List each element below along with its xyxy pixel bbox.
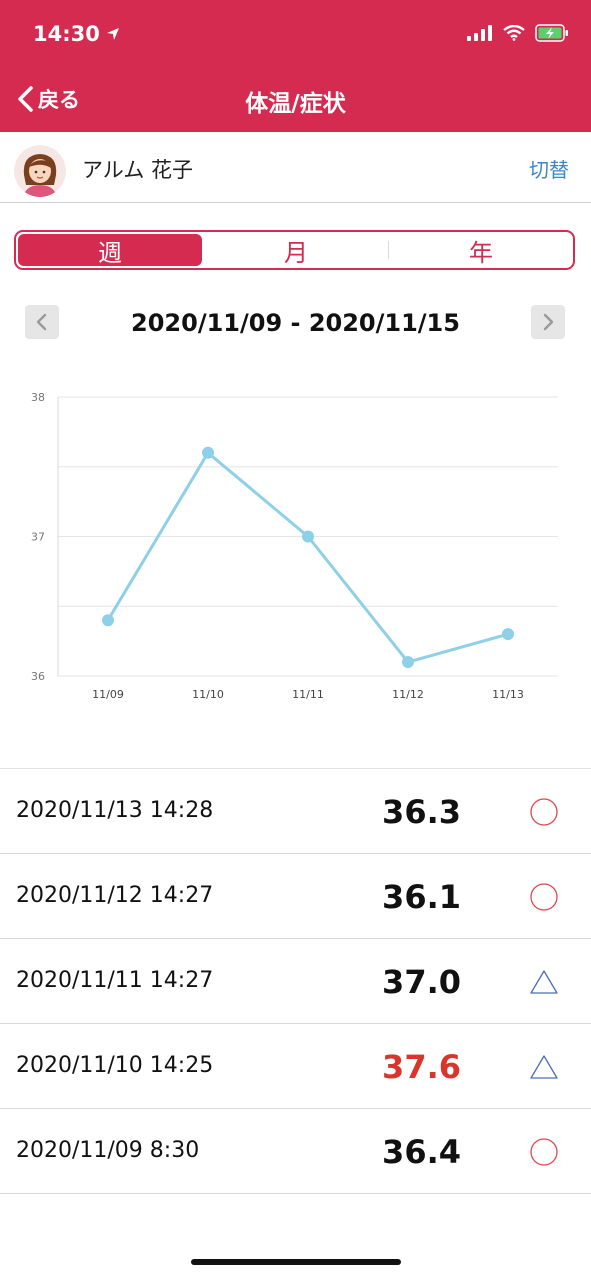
status-time-label: 14:30 (33, 22, 100, 46)
data-point (202, 446, 214, 459)
data-point (402, 656, 414, 669)
segment-week[interactable]: 週 (18, 234, 202, 267)
record-datetime: 2020/11/11 14:27 (16, 968, 214, 993)
user-avatar-icon (14, 145, 66, 197)
status-time: 14:30 (33, 22, 120, 46)
avatar (14, 145, 66, 197)
back-button[interactable]: 戻る (16, 84, 80, 114)
record-row[interactable]: 2020/11/11 14:27 37.0 (0, 939, 591, 1024)
page-title: 体温/症状 (245, 91, 346, 117)
record-temperature: 36.3 (382, 793, 461, 831)
profile-row: アルム 花子 切替 (0, 132, 591, 203)
record-temperature: 37.6 (382, 1048, 461, 1086)
data-point (502, 628, 514, 641)
triangle-mark-icon (530, 1055, 558, 1079)
x-tick-label: 11/11 (292, 688, 324, 701)
previous-week-button[interactable] (25, 305, 59, 339)
date-range-row: 2020/11/09 - 2020/11/15 (0, 305, 591, 341)
y-tick-label: 36 (31, 670, 45, 683)
record-temperature: 36.4 (382, 1133, 461, 1171)
next-week-button[interactable] (531, 305, 565, 339)
y-tick-label: 38 (31, 391, 45, 404)
chevron-left-icon (36, 313, 47, 331)
circle-mark-icon (530, 798, 558, 826)
back-button-label: 戻る (38, 88, 80, 112)
segment-year[interactable]: 年 (469, 238, 493, 267)
circle-mark-icon (530, 1138, 558, 1166)
period-segmented-control: 週 月 年 (14, 230, 575, 270)
x-tick-label: 11/12 (392, 688, 424, 701)
wifi-icon (503, 25, 525, 41)
x-tick-label: 11/13 (492, 688, 524, 701)
temperature-series-line (106, 451, 509, 664)
home-indicator (191, 1259, 401, 1265)
location-arrow-icon (106, 28, 119, 40)
app-header: 14:30 体温/症状 戻る (0, 0, 591, 132)
triangle-mark-icon (530, 970, 558, 994)
record-temperature: 36.1 (382, 878, 461, 916)
circle-mark-icon (530, 883, 558, 911)
profile-name: アルム 花子 (82, 158, 194, 182)
date-range-label: 2020/11/09 - 2020/11/15 (131, 309, 460, 337)
record-datetime: 2020/11/10 14:25 (16, 1053, 214, 1078)
record-row[interactable]: 2020/11/13 14:28 36.3 (0, 769, 591, 854)
record-row[interactable]: 2020/11/10 14:25 37.6 (0, 1024, 591, 1109)
temperature-line-chart: 36 37 38 11/09 11/10 11/11 11/12 11/13 (31, 391, 558, 701)
record-datetime: 2020/11/09 8:30 (16, 1138, 200, 1163)
switch-user-button[interactable]: 切替 (529, 158, 569, 182)
data-point (102, 614, 114, 627)
segment-month[interactable]: 月 (284, 238, 308, 267)
battery-charging-icon (535, 24, 568, 42)
temperature-records-list: 2020/11/13 14:28 36.3 2020/11/12 14:27 36.1… (0, 768, 591, 1194)
record-row[interactable]: 2020/11/12 14:27 36.1 (0, 854, 591, 939)
chevron-right-icon (543, 313, 554, 331)
record-datetime: 2020/11/12 14:27 (16, 883, 214, 908)
record-datetime: 2020/11/13 14:28 (16, 798, 214, 823)
segment-divider (388, 241, 389, 259)
y-tick-label: 37 (31, 531, 45, 544)
x-tick-label: 11/09 (92, 688, 124, 701)
status-icons (467, 24, 569, 42)
record-row[interactable]: 2020/11/09 8:30 36.4 (0, 1109, 591, 1194)
record-temperature: 37.0 (382, 963, 461, 1001)
chevron-left-icon (18, 86, 33, 112)
signal-icon (467, 25, 492, 41)
data-point (302, 530, 314, 543)
x-tick-label: 11/10 (192, 688, 224, 701)
